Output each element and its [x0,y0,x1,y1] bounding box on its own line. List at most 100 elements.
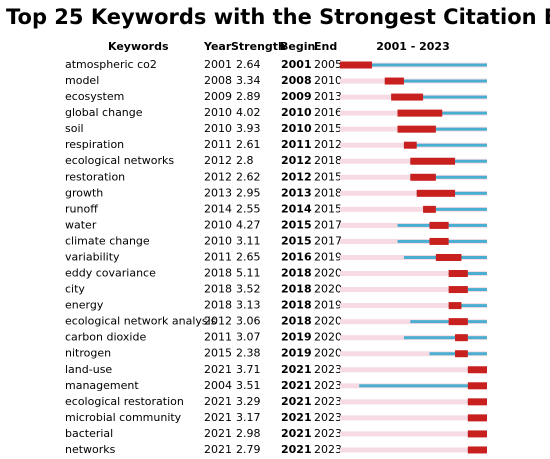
presence-line [403,336,487,340]
year: 2008 [204,74,232,87]
keyword: ecological networks [65,154,174,167]
end: 2023 [314,411,342,424]
keyword: soil [65,122,84,135]
end: 2012 [314,138,342,151]
timeline-background [340,206,487,212]
strength: 3.13 [236,299,261,312]
strength: 2.38 [236,347,261,360]
keyword: energy [65,299,104,312]
end: 2017 [314,218,342,231]
timeline-header: 2001 - 2023 [376,40,449,53]
timeline-background [340,415,487,421]
strength: 2.79 [236,443,261,456]
timeline-background [340,303,487,309]
strength: 3.52 [236,283,261,296]
burst-bar [467,430,487,438]
timeline-background [340,190,487,196]
end: 2016 [314,106,342,119]
year: 2010 [204,218,232,231]
burst-bar [429,237,449,245]
year: 2012 [204,170,232,183]
year: 2014 [204,202,232,215]
end: 2020 [314,267,342,280]
timeline-background [340,287,487,293]
burst-bar [397,125,436,133]
end: 2017 [314,234,342,247]
year: 2021 [204,363,232,376]
strength: 2.98 [236,427,261,440]
end: 2015 [314,170,342,183]
burst-bar [384,77,404,85]
strength: 3.93 [236,122,261,135]
presence-line [397,127,487,131]
strength: 3.06 [236,315,261,328]
strength: 2.64 [236,58,261,71]
end: 2015 [314,202,342,215]
year: 2013 [204,186,232,199]
begin: 2021 [281,379,312,392]
burst-bar [435,253,462,261]
year: 2018 [204,283,232,296]
timeline-background [340,399,487,405]
year: 2012 [204,315,232,328]
burst-bar [403,141,417,149]
presence-line [384,79,487,83]
column-header: Strength [231,40,286,53]
begin: 2011 [281,138,312,151]
keyword: water [65,218,97,231]
strength: 3.17 [236,411,261,424]
presence-line [391,95,487,99]
begin: 2021 [281,395,312,408]
begin: 2021 [281,427,312,440]
presence-line [410,175,487,179]
keyword: microbial community [65,411,182,424]
keyword: model [65,74,99,87]
begin: 2018 [281,267,312,280]
burst-bar [467,446,487,454]
keyword: networks [65,443,116,456]
begin: 2019 [281,331,312,344]
burst-bar [455,350,468,358]
year: 2015 [204,347,232,360]
burst-bar [455,334,468,342]
strength: 2.65 [236,250,261,263]
burst-bar [340,61,372,69]
timeline-background [340,351,487,357]
strength: 3.51 [236,379,261,392]
burst-bar [416,189,456,197]
burst-bar [391,93,424,101]
year: 2001 [204,58,232,71]
keyword: bacterial [65,427,113,440]
begin: 2013 [281,186,312,199]
strength: 3.29 [236,395,261,408]
keyword: management [65,379,139,392]
keyword: carbon dioxide [65,331,146,344]
presence-line [340,63,487,67]
strength: 4.27 [236,218,261,231]
keyword: land-use [65,363,112,376]
timeline-background [340,271,487,277]
burst-bar [467,382,487,390]
end: 2015 [314,122,342,135]
begin: 2010 [281,106,312,119]
keyword: ecosystem [65,90,124,103]
burst-bar [467,366,487,374]
year: 2021 [204,411,232,424]
year: 2010 [204,234,232,247]
timeline-background [340,367,487,373]
column-header: Year [203,40,232,53]
begin: 2019 [281,347,312,360]
strength: 3.34 [236,74,261,87]
end: 2020 [314,347,342,360]
presence-line [359,384,487,388]
keyword: city [65,283,85,296]
burst-bar [448,318,468,326]
begin: 2021 [281,443,312,456]
strength: 2.62 [236,170,261,183]
year: 2004 [204,379,232,392]
strength: 2.8 [236,154,254,167]
burst-bar [448,302,462,310]
burst-bar [423,205,436,213]
strength: 2.89 [236,90,261,103]
